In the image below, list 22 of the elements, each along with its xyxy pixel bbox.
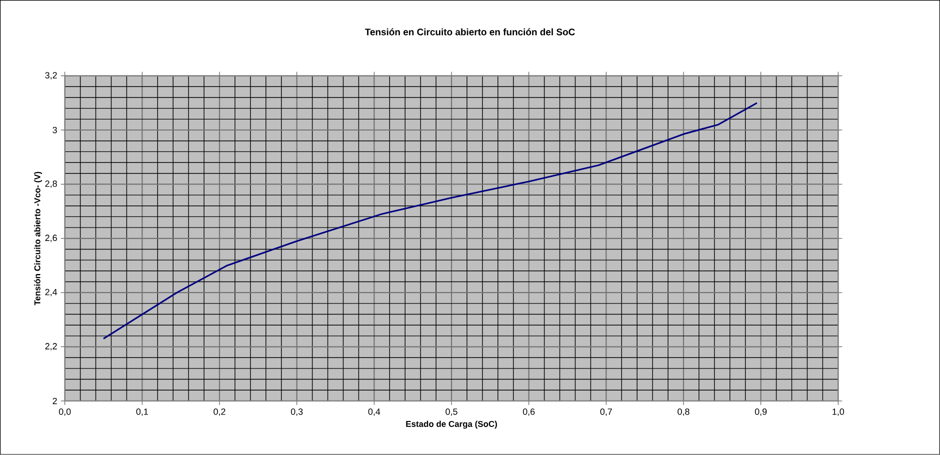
x-tick-label: 0,4 — [368, 408, 380, 416]
y-tick-label: 3,2 — [45, 72, 57, 80]
x-tick-label: 0,8 — [678, 408, 690, 416]
x-tick-label: 0,0 — [58, 408, 71, 416]
x-tick-label: 0,3 — [290, 408, 303, 416]
y-tick-label: 3 — [52, 126, 57, 134]
y-axis-title: Tensión Circuito abierto -Vco- (V) — [34, 172, 42, 306]
x-axis-title: Estado de Carga (SoC) — [406, 420, 497, 429]
x-tick-label: 1,0 — [832, 408, 844, 416]
x-tick-label: 0,5 — [446, 408, 458, 416]
x-tick-label: 0,1 — [136, 408, 148, 416]
x-tick-label: 0,7 — [600, 408, 612, 416]
y-tick-label: 2 — [52, 398, 57, 404]
x-tick-label: 0,6 — [522, 408, 535, 416]
y-tick-label: 2,8 — [45, 180, 57, 188]
y-tick-label: 2,2 — [45, 343, 57, 351]
line-series — [102, 102, 758, 340]
x-tick-label: 0,9 — [754, 408, 767, 416]
y-tick-label: 2,4 — [45, 288, 58, 296]
x-tick-label: 0,2 — [214, 408, 226, 416]
chart-title: Tensión en Circuito abierto en función del SoC — [364, 28, 575, 36]
y-tick-label: 2,6 — [45, 234, 57, 242]
